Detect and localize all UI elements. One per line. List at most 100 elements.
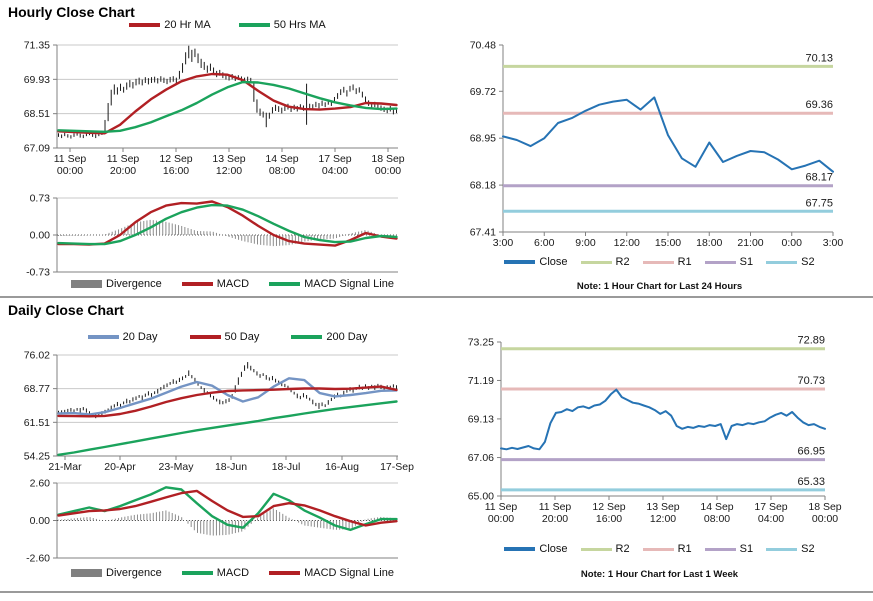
svg-text:18-Jun: 18-Jun: [215, 461, 247, 473]
svg-text:0.00: 0.00: [30, 515, 51, 527]
svg-text:17 Sep: 17 Sep: [318, 153, 351, 165]
svg-text:-2.60: -2.60: [26, 553, 50, 565]
svg-text:00:00: 00:00: [57, 165, 83, 177]
legend-hourly-macd: Divergence MACD MACD Signal Line: [60, 278, 405, 290]
legend-daily-macd: Divergence MACD MACD Signal Line: [60, 567, 405, 579]
legend-hourly-ma: 20 Hr MA 50 Hrs MA: [45, 19, 410, 31]
svg-text:76.02: 76.02: [24, 350, 50, 362]
legend-item-close-week: Close: [504, 543, 568, 555]
svg-text:20:00: 20:00: [542, 513, 568, 525]
legend-item-macd-daily: MACD: [181, 567, 249, 579]
svg-text:14 Sep: 14 Sep: [265, 153, 298, 165]
svg-text:18 Sep: 18 Sep: [808, 501, 841, 513]
legend-item-s1: S1: [704, 256, 753, 268]
svg-text:67.06: 67.06: [468, 452, 494, 464]
legend-item-r1-week: R1: [642, 543, 692, 555]
svg-text:04:00: 04:00: [758, 513, 784, 525]
svg-text:68.18: 68.18: [470, 180, 496, 192]
svg-text:68.77: 68.77: [24, 383, 50, 395]
macd-line-swatch-daily: [181, 571, 213, 575]
section-divider: [0, 296, 873, 298]
svg-text:9:00: 9:00: [575, 237, 596, 249]
r2-line-swatch-week: [580, 547, 612, 551]
svg-text:18:00: 18:00: [696, 237, 722, 249]
daily-price-plot: 54.25 61.51 68.77 76.02 21-Mar 20-Apr 23-May 18…: [24, 350, 414, 474]
note-week: Note: 1 Hour Chart for Last 1 Week: [580, 569, 739, 580]
svg-text:00:00: 00:00: [812, 513, 838, 525]
svg-text:00:00: 00:00: [375, 165, 401, 177]
svg-text:-0.73: -0.73: [26, 267, 50, 279]
svg-text:54.25: 54.25: [24, 451, 50, 463]
svg-text:18 Sep: 18 Sep: [371, 153, 404, 165]
svg-text:11 Sep: 11 Sep: [539, 501, 572, 513]
legend-item-20day-ma: 20 Day: [87, 331, 158, 343]
svg-text:67.41: 67.41: [470, 227, 496, 239]
50hr-ma-line-swatch: [238, 23, 270, 27]
svg-text:6:00: 6:00: [534, 237, 555, 249]
svg-text:12:00: 12:00: [650, 513, 676, 525]
macd-line-swatch: [181, 282, 213, 286]
svg-text:20:00: 20:00: [110, 165, 136, 177]
svg-text:68.17: 68.17: [805, 172, 833, 184]
divergence-swatch-daily: [71, 569, 103, 577]
svg-text:68.95: 68.95: [470, 133, 496, 145]
svg-text:65.00: 65.00: [468, 491, 494, 503]
svg-text:67.09: 67.09: [24, 143, 50, 155]
svg-text:12:00: 12:00: [216, 165, 242, 177]
legend-item-r2-week: R2: [580, 543, 630, 555]
macd-signal-line-swatch: [269, 282, 301, 286]
legend-item-divergence: Divergence: [71, 278, 162, 290]
svg-text:69.13: 69.13: [468, 413, 494, 425]
svg-text:3:00: 3:00: [493, 237, 514, 249]
daily-macd-plot: -2.60 0.00 2.60: [26, 478, 398, 565]
svg-text:11 Sep: 11 Sep: [107, 153, 140, 165]
svg-text:66.95: 66.95: [797, 446, 825, 458]
svg-text:00:00: 00:00: [488, 513, 514, 525]
legend-item-macd: MACD: [181, 278, 249, 290]
svg-text:0.00: 0.00: [30, 230, 51, 242]
svg-text:17 Sep: 17 Sep: [754, 501, 787, 513]
macd-signal-line-swatch-daily: [269, 571, 301, 575]
svg-text:21-Mar: 21-Mar: [48, 461, 82, 473]
legend-item-200day-ma: 200 Day: [291, 331, 367, 343]
r2-line-swatch: [580, 260, 612, 264]
svg-text:21:00: 21:00: [737, 237, 763, 249]
svg-text:2.60: 2.60: [30, 478, 51, 490]
svg-text:3:00: 3:00: [823, 237, 844, 249]
s1-line-swatch-week: [704, 547, 736, 551]
svg-text:08:00: 08:00: [704, 513, 730, 525]
legend-item-divergence-daily: Divergence: [71, 567, 162, 579]
svg-text:0.73: 0.73: [30, 193, 51, 205]
svg-text:73.25: 73.25: [468, 337, 494, 349]
bottom-divider: [0, 591, 873, 593]
svg-text:04:00: 04:00: [322, 165, 348, 177]
legend-item-50day-ma: 50 Day: [189, 331, 259, 343]
svg-text:70.48: 70.48: [470, 40, 496, 52]
svg-text:12:00: 12:00: [614, 237, 640, 249]
legend-item-macd-signal: MACD Signal Line: [269, 278, 394, 290]
200day-ma-line-swatch: [291, 335, 323, 339]
divergence-swatch: [71, 280, 103, 288]
legend-item-s2: S2: [766, 256, 815, 268]
legend-item-r1: R1: [642, 256, 692, 268]
svg-text:17-Sep: 17-Sep: [380, 461, 414, 473]
s2-line-swatch-week: [766, 547, 798, 551]
svg-text:11 Sep: 11 Sep: [54, 153, 87, 165]
svg-text:12 Sep: 12 Sep: [159, 153, 192, 165]
legend-daily-ma: 20 Day 50 Day 200 Day: [45, 331, 410, 343]
svg-text:12 Sep: 12 Sep: [592, 501, 625, 513]
r1-line-swatch-week: [642, 547, 674, 551]
svg-text:23-May: 23-May: [158, 461, 194, 473]
svg-text:0:00: 0:00: [782, 237, 803, 249]
svg-text:61.51: 61.51: [24, 417, 50, 429]
svg-text:72.89: 72.89: [797, 335, 825, 347]
svg-text:69.36: 69.36: [805, 99, 833, 111]
s2-line-swatch: [766, 260, 798, 264]
svg-text:11 Sep: 11 Sep: [485, 501, 518, 513]
close-line-swatch: [504, 260, 536, 264]
legend-item-s2-week: S2: [766, 543, 815, 555]
svg-text:13 Sep: 13 Sep: [212, 153, 245, 165]
